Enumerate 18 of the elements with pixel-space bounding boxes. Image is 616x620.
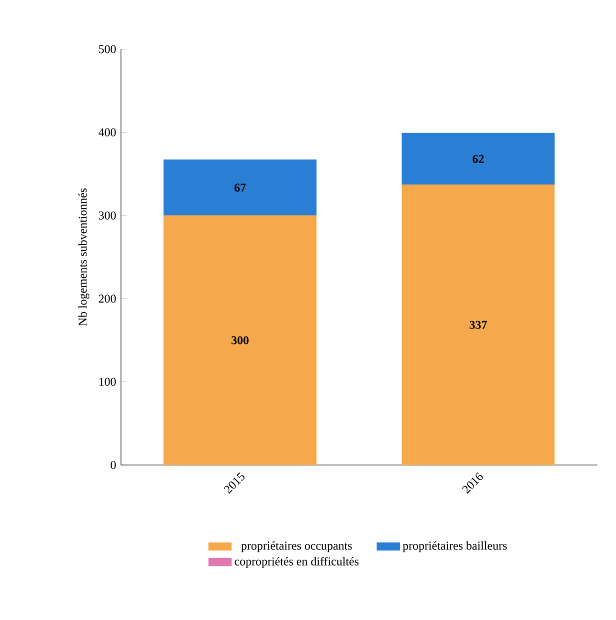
y-tick-label: 400: [98, 128, 116, 136]
y-tick-label: 0: [110, 460, 116, 470]
legend-label: propriétaires occupants: [241, 541, 352, 552]
y-tick-label: 200: [98, 294, 116, 303]
bar: [163, 215, 316, 465]
data-label: 67: [234, 184, 246, 192]
legend-label: propriétaires bailleurs: [402, 541, 507, 552]
y-axis-title: Nb logements subventionnés: [78, 188, 90, 326]
bar: [402, 132, 555, 185]
legend-label: copropriétés en difficultés: [234, 556, 358, 568]
y-tick-label: 300: [98, 211, 116, 220]
bar: [163, 160, 316, 216]
data-label: 337: [470, 320, 487, 329]
data-label: 62: [472, 154, 484, 163]
y-tick-label: 100: [99, 378, 116, 386]
data-label: 300: [231, 336, 248, 344]
y-tick-label: 500: [98, 45, 116, 54]
bar: [402, 184, 555, 465]
